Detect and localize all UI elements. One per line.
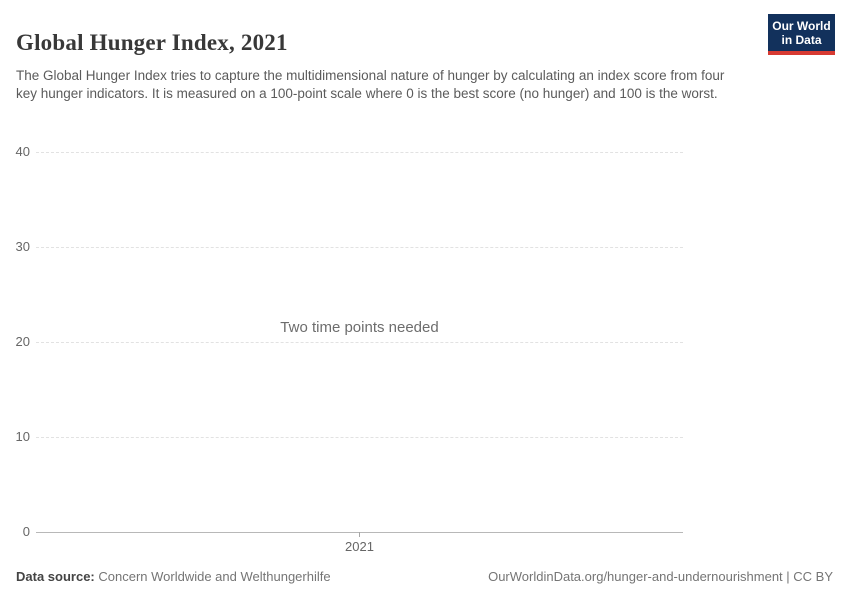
data-source-label: Data source: [16,569,95,584]
gridline [36,342,683,343]
gridline [36,437,683,438]
owid-logo[interactable]: Our World in Data [768,14,835,55]
chart-title: Global Hunger Index, 2021 [16,30,288,56]
chart-footer: Data source: Concern Worldwide and Welth… [16,569,833,584]
owid-logo-line1: Our World [772,19,831,33]
gridline [36,247,683,248]
x-axis-tick-label: 2021 [345,539,374,554]
empty-chart-message: Two time points needed [280,319,439,336]
y-axis-tick-label: 0 [22,524,30,539]
x-axis-tick-mark [359,532,360,537]
data-source-line: Data source: Concern Worldwide and Welth… [16,569,331,584]
y-axis-tick-label: 40 [15,144,30,159]
y-axis-tick-label: 20 [15,334,30,349]
attribution-link[interactable]: OurWorldinData.org/hunger-and-undernouri… [488,569,833,584]
data-source-value: Concern Worldwide and Welthungerhilfe [98,569,331,584]
y-axis-tick-label: 30 [15,239,30,254]
y-axis-tick-label: 10 [15,429,30,444]
chart-subtitle: The Global Hunger Index tries to capture… [16,67,725,101]
gridline [36,152,683,153]
owid-logo-line2: in Data [781,33,822,47]
